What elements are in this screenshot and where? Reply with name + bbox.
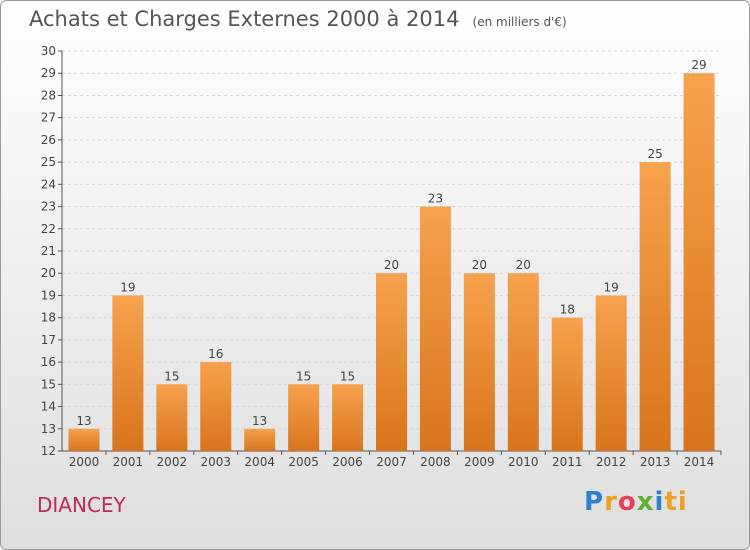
bar-value-label: 19	[120, 280, 135, 294]
bar	[112, 295, 144, 451]
bar	[376, 273, 407, 451]
x-tick-label: 2006	[332, 455, 363, 469]
logo-letter: r	[604, 487, 618, 517]
x-tick-label: 2012	[596, 455, 627, 469]
bar-value-label: 20	[384, 258, 399, 272]
bar	[156, 384, 188, 451]
bar-value-label: 15	[340, 369, 355, 383]
x-tick-label: 2010	[508, 455, 539, 469]
y-tick-label: 12	[41, 444, 56, 458]
logo-letter: P	[584, 487, 605, 517]
commune-name: DIANCEY	[37, 493, 126, 517]
bar	[463, 273, 495, 451]
x-tick-label: 2011	[552, 455, 583, 469]
x-tick-label: 2009	[464, 455, 495, 469]
x-tick-label: 2004	[244, 455, 275, 469]
y-tick-label: 26	[41, 133, 56, 147]
bar-value-label: 18	[560, 303, 575, 317]
x-tick-label: 2000	[69, 455, 100, 469]
x-tick-label: 2003	[200, 455, 231, 469]
title-text: Achats et Charges Externes 2000 à 2014	[29, 7, 460, 31]
bar-value-label: 13	[252, 414, 267, 428]
y-tick-label: 19	[41, 288, 56, 302]
x-tick-label: 2008	[420, 455, 451, 469]
proxiti-logo: Proxiti	[584, 487, 688, 517]
bar-value-label: 20	[472, 258, 487, 272]
y-tick-label: 29	[41, 66, 56, 80]
logo-letter: i	[654, 487, 665, 517]
y-tick-label: 17	[41, 333, 56, 347]
y-tick-label: 21	[41, 244, 56, 258]
bar	[551, 317, 583, 451]
y-tick-label: 22	[41, 222, 56, 236]
logo-letter: x	[636, 487, 655, 517]
bar	[244, 428, 276, 451]
x-tick-label: 2005	[288, 455, 319, 469]
logo-letter: o	[617, 487, 637, 517]
y-tick-label: 20	[41, 266, 56, 280]
y-tick-label: 15	[41, 377, 56, 391]
bar	[288, 384, 320, 451]
bar	[639, 162, 671, 451]
bar-value-label: 23	[428, 192, 443, 206]
y-tick-label: 18	[41, 311, 56, 325]
bar	[683, 73, 715, 451]
bar-value-label: 16	[208, 347, 223, 361]
bar	[595, 295, 627, 451]
bar	[507, 273, 539, 451]
y-tick-label: 30	[41, 44, 56, 58]
y-tick-label: 23	[41, 200, 56, 214]
bar-value-label: 20	[516, 258, 531, 272]
y-tick-label: 14	[41, 400, 56, 414]
y-tick-label: 25	[41, 155, 56, 169]
bar-value-label: 15	[296, 369, 311, 383]
bar	[419, 206, 451, 451]
x-tick-label: 2001	[113, 455, 144, 469]
title-unit: (en milliers d'€)	[472, 15, 567, 29]
bar-value-label: 19	[604, 280, 619, 294]
y-tick-label: 27	[41, 111, 56, 125]
bar-value-label: 15	[164, 369, 179, 383]
y-tick-label: 13	[41, 422, 56, 436]
bar	[68, 428, 100, 451]
bar-value-label: 13	[76, 414, 91, 428]
x-tick-label: 2013	[640, 455, 671, 469]
chart-title: Achats et Charges Externes 2000 à 2014 (…	[29, 7, 567, 31]
y-tick-label: 24	[41, 177, 56, 191]
bar	[200, 362, 232, 451]
bar	[332, 384, 364, 451]
y-tick-label: 16	[41, 355, 56, 369]
x-tick-label: 2002	[157, 455, 188, 469]
y-tick-label: 28	[41, 88, 56, 102]
bar-value-label: 25	[647, 147, 662, 161]
logo-letter: ti	[664, 487, 688, 517]
x-tick-label: 2007	[376, 455, 407, 469]
bar-value-label: 29	[691, 58, 706, 72]
x-tick-label: 2014	[684, 455, 715, 469]
